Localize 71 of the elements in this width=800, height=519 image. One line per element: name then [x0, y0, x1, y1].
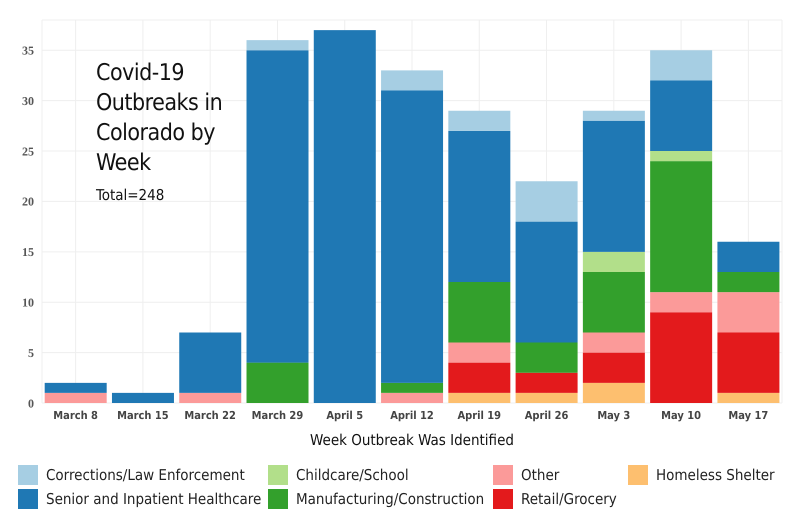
bar: [516, 222, 578, 343]
bar: [381, 382, 444, 393]
bar: [44, 382, 107, 393]
x-tick-label: May 3: [597, 408, 630, 422]
bar: [179, 392, 242, 403]
bar: [381, 392, 444, 403]
bar: [112, 392, 174, 403]
text: Total=248: [96, 186, 166, 204]
x-tick-label: March 22: [184, 408, 236, 422]
bar: [650, 80, 712, 152]
bar: [516, 181, 578, 222]
bar: [582, 352, 645, 383]
y-tick-label: 10: [22, 295, 34, 310]
bar: [381, 90, 444, 383]
bar: [650, 151, 712, 162]
legend-label: Other: [521, 466, 560, 484]
bar: [582, 110, 645, 121]
bar: [246, 362, 309, 403]
bar: [582, 382, 645, 403]
bar: [582, 252, 645, 272]
bar: [179, 332, 242, 393]
x-tick-label: April 26: [524, 408, 568, 422]
bar: [717, 272, 780, 292]
x-tick-label: April 12: [390, 408, 434, 422]
bar: [44, 392, 107, 403]
bar: [582, 272, 645, 332]
bar: [717, 292, 780, 332]
bar: [381, 70, 444, 91]
legend-label: Homeless Shelter: [656, 466, 775, 484]
legend-label: Manufacturing/Construction: [296, 490, 484, 508]
x-tick-label: March 29: [252, 408, 304, 422]
bar: [448, 362, 510, 393]
x-tick-label: March 8: [53, 408, 98, 422]
bar: [246, 50, 309, 363]
x-tick-label: May 17: [728, 408, 768, 422]
x-tick-label: April 19: [457, 408, 502, 422]
bar: [448, 392, 510, 403]
bar: [448, 130, 510, 282]
y-tick-label: 0: [28, 396, 34, 410]
bar: [448, 282, 510, 343]
bar: [516, 342, 578, 373]
x-axis-title: Week Outbreak Was Identified: [310, 431, 514, 449]
bar: [582, 332, 645, 353]
y-tick-label: 5: [28, 346, 34, 360]
bar: [516, 372, 578, 393]
bar: [582, 120, 645, 252]
bar: [448, 342, 510, 363]
bar: [717, 242, 780, 272]
y-tick-label: 35: [22, 43, 34, 58]
bar: [448, 110, 510, 131]
bar: [650, 161, 712, 292]
x-tick-label: May 10: [661, 408, 702, 422]
x-tick-label: April 5: [326, 408, 364, 422]
y-tick-label: 15: [22, 245, 34, 260]
legend-label: Senior and Inpatient Healthcare: [46, 490, 262, 508]
bar: [246, 40, 309, 50]
bar: [516, 392, 578, 403]
legend-label: Retail/Grocery: [521, 490, 617, 508]
legend-label: Childcare/School: [296, 466, 409, 484]
bar: [717, 392, 780, 403]
bar: [650, 50, 712, 80]
y-tick-label: 30: [22, 94, 34, 108]
bar: [650, 312, 712, 403]
bar: [717, 332, 780, 393]
bar: [650, 292, 712, 312]
y-tick-label: 25: [22, 144, 34, 158]
y-tick-label: 20: [22, 194, 34, 209]
legend-label: Corrections/Law Enforcement: [46, 466, 245, 484]
text: Covid-19 Outbreaks in Colorado by Week: [96, 59, 224, 178]
bar: [314, 30, 376, 403]
x-tick-label: March 15: [117, 408, 169, 422]
